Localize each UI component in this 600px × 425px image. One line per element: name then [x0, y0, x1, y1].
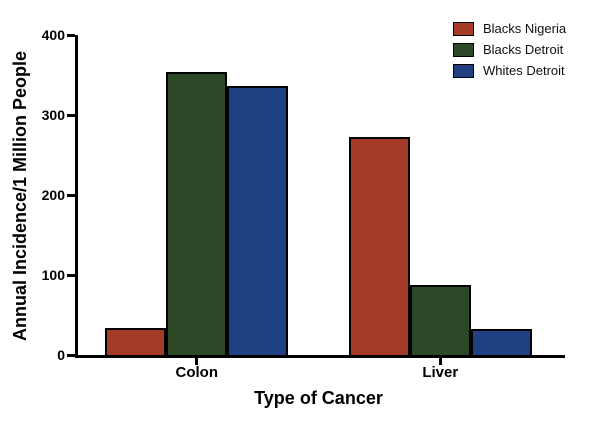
- y-tick-400: [67, 34, 75, 37]
- y-tick-label-100: 100: [41, 267, 65, 283]
- legend-row-blacks-detroit: Blacks Detroit: [453, 42, 566, 57]
- bar-liver-blacks-detroit: [409, 285, 471, 355]
- x-axis-title: Type of Cancer: [254, 388, 383, 408]
- bar-colon-blacks-detroit: [166, 71, 228, 355]
- y-tick-100: [67, 274, 75, 277]
- x-category-label-liver: Liver: [422, 364, 459, 381]
- legend-swatch-whites-detroit: [453, 63, 474, 78]
- x-tick-colon: [195, 358, 199, 365]
- y-axis-line: [75, 35, 78, 358]
- bar-colon-whites-detroit: [227, 86, 289, 355]
- bar-colon-blacks-nigeria: [105, 327, 167, 355]
- legend-swatch-blacks-nigeria: [453, 21, 474, 36]
- legend: Blacks Nigeria Blacks Detroit Whites Detro…: [453, 21, 566, 84]
- legend-row-whites-detroit: Whites Detroit: [453, 63, 566, 78]
- legend-label-whites-detroit: Whites Detroit: [483, 63, 565, 78]
- y-tick-label-300: 300: [41, 107, 65, 123]
- x-category-label-colon: Colon: [175, 364, 219, 381]
- x-axis-line: [75, 355, 565, 358]
- x-tick-liver: [438, 358, 442, 365]
- y-tick-0: [67, 354, 75, 357]
- y-tick-label-0: 0: [57, 347, 65, 363]
- bar-liver-blacks-nigeria: [348, 136, 410, 355]
- y-tick-200: [67, 194, 75, 197]
- legend-swatch-blacks-detroit: [453, 42, 474, 57]
- bar-liver-whites-detroit: [470, 329, 532, 355]
- legend-row-blacks-nigeria: Blacks Nigeria: [453, 21, 566, 36]
- legend-label-blacks-nigeria: Blacks Nigeria: [483, 21, 567, 36]
- y-tick-label-200: 200: [41, 187, 65, 203]
- y-tick-label-400: 400: [41, 27, 65, 43]
- y-tick-300: [67, 114, 75, 117]
- legend-label-blacks-detroit: Blacks Detroit: [483, 42, 564, 57]
